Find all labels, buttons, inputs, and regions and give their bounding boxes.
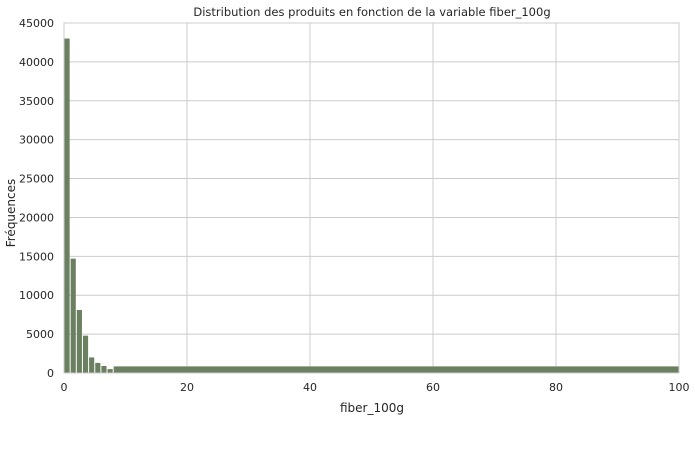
histogram-bar [76, 310, 82, 373]
x-tick-label: 0 [61, 381, 68, 394]
x-axis-label: fiber_100g [340, 401, 404, 415]
plot-frame [63, 22, 680, 374]
y-tick-labels: 0 5000 10000 15000 20000 25000 30000 35000 40000… [19, 17, 54, 380]
histogram-bar [95, 362, 101, 373]
x-tick-label: 80 [549, 381, 563, 394]
y-tick-label: 5000 [26, 328, 54, 341]
x-tick-label: 20 [180, 381, 194, 394]
x-tick-label: 60 [426, 381, 440, 394]
y-tick-label: 15000 [19, 250, 54, 263]
histogram-bar [101, 366, 107, 373]
chart-title: Distribution des produits en fonction de… [193, 5, 550, 19]
histogram-bar [64, 38, 70, 374]
histogram-bar [89, 357, 95, 373]
grid [63, 22, 680, 374]
bars [64, 38, 679, 374]
y-tick-label: 45000 [19, 17, 54, 30]
histogram-bar [70, 258, 76, 373]
y-tick-label: 10000 [19, 289, 54, 302]
y-tick-label: 0 [47, 367, 54, 380]
histogram-bar [113, 366, 679, 373]
y-tick-label: 30000 [19, 134, 54, 147]
y-axis-label: Fréquences [4, 179, 18, 248]
x-tick-label: 40 [303, 381, 317, 394]
histogram-bar [107, 369, 113, 373]
y-tick-label: 20000 [19, 211, 54, 224]
y-tick-label: 40000 [19, 56, 54, 69]
x-tick-label: 100 [669, 381, 690, 394]
x-tick-labels: 0 20 40 60 80 100 [61, 381, 690, 394]
histogram-bar [82, 335, 89, 373]
y-tick-label: 25000 [19, 173, 54, 186]
y-tick-label: 35000 [19, 95, 54, 108]
